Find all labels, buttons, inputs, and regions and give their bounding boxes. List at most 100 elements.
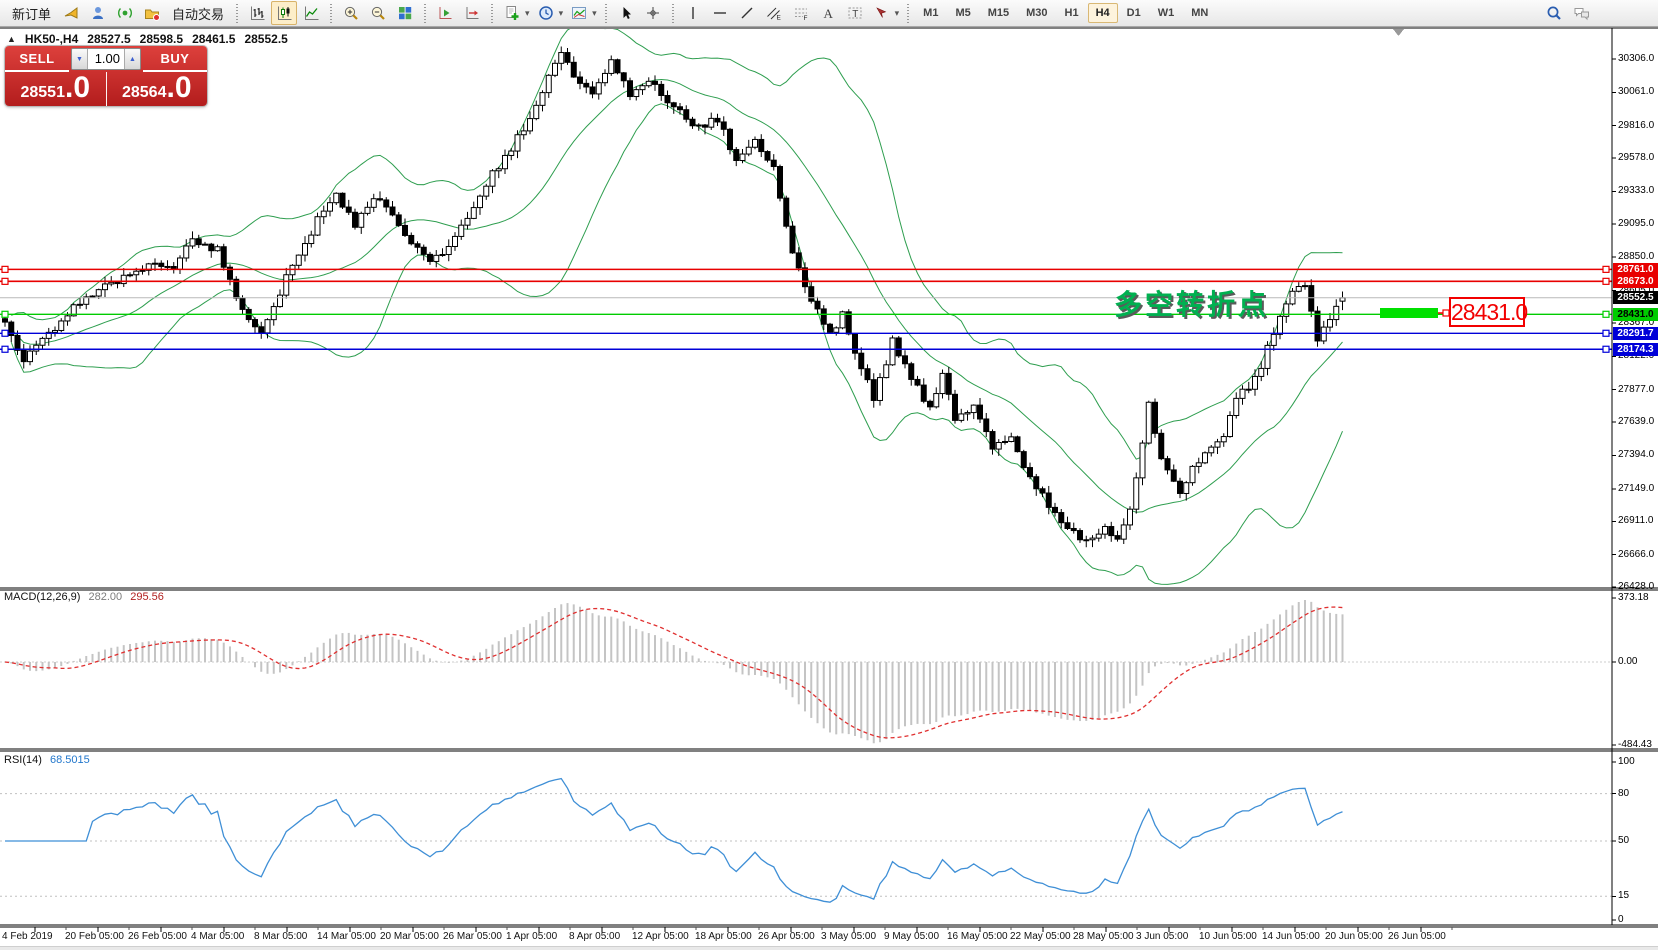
vertical-line-icon[interactable]: [680, 1, 706, 25]
arrows-dropdown-icon[interactable]: ▾: [894, 7, 900, 18]
megaphone-icon[interactable]: [58, 1, 84, 25]
auto-trading-button[interactable]: 自动交易: [172, 6, 225, 22]
annotation-highlight[interactable]: [1380, 308, 1450, 318]
price-tick-label: 26911.0: [1618, 515, 1654, 527]
chart-annotation-text[interactable]: 多空转折点: [1114, 289, 1270, 320]
timeframe-D1[interactable]: D1: [1126, 7, 1141, 19]
auto-scroll-icon[interactable]: [432, 1, 458, 25]
timeframe-MN[interactable]: MN: [1191, 7, 1209, 19]
toolbar-separator: [235, 3, 240, 23]
date-tick-label: 26 Apr 05:00: [758, 931, 815, 942]
timeframe-W1[interactable]: W1: [1157, 7, 1175, 19]
timeframe-M5[interactable]: M5: [955, 7, 971, 19]
date-tick-label: 10 Jun 05:00: [1199, 931, 1257, 942]
level-price-tag: 28291.7: [1613, 326, 1658, 340]
rsi-tick-label: 15: [1618, 890, 1630, 902]
bar-chart-icon[interactable]: [244, 1, 270, 25]
toolbar-separator: [490, 3, 495, 23]
buy-price-pips: .0: [166, 71, 192, 104]
date-ticks: [34, 927, 1453, 932]
candlestick-chart-icon[interactable]: [271, 1, 298, 25]
ohlc-open: 28527.5: [87, 32, 131, 46]
horizontal-line-icon[interactable]: [707, 1, 733, 25]
fibonacci-icon[interactable]: F: [788, 1, 814, 25]
timeframe-M30[interactable]: M30: [1026, 7, 1048, 19]
price-tick-label: 27877.0: [1618, 383, 1655, 395]
rsi-level-lines: [0, 793, 1612, 897]
timeframe-M1[interactable]: M1: [923, 7, 939, 19]
price-tick-label: 30061.0: [1618, 86, 1655, 98]
price-tick-label: 29816.0: [1618, 119, 1655, 131]
timeframe-M15[interactable]: M15: [987, 7, 1010, 19]
sell-price-pips: .0: [64, 71, 91, 104]
price-tick-label: 29333.0: [1618, 185, 1655, 197]
indicators-icon[interactable]: [566, 1, 592, 25]
navigator-icon[interactable]: [85, 1, 111, 25]
arrows-icon[interactable]: [869, 1, 895, 25]
sell-button[interactable]: SELL: [5, 46, 69, 72]
volume-decrease-button[interactable]: ▼: [72, 49, 88, 69]
candles[interactable]: [2, 46, 1346, 548]
cursor-icon[interactable]: [613, 1, 639, 25]
date-tick-label: 4 Mar 05:00: [191, 931, 245, 942]
date-tick-label: 26 Mar 05:00: [443, 931, 502, 942]
rsi-tick-label: 100: [1618, 756, 1635, 767]
tile-windows-icon[interactable]: [392, 1, 418, 25]
date-tick-label: 16 May 05:00: [947, 931, 1008, 942]
svg-text:T: T: [852, 9, 858, 20]
annotation-price-tag[interactable]: 28431.0: [1449, 297, 1528, 327]
timeframe-H1[interactable]: H1: [1064, 7, 1079, 19]
text-icon[interactable]: A: [815, 1, 841, 25]
volume-field[interactable]: 1.00: [94, 51, 120, 66]
date-tick-label: 22 May 05:00: [1010, 931, 1071, 942]
toolbar-separator: [670, 3, 675, 23]
zoom-out-icon[interactable]: [365, 1, 391, 25]
axis-ticks: [1612, 58, 1616, 921]
text-label-icon[interactable]: T: [842, 1, 868, 25]
line-chart-icon[interactable]: [298, 1, 324, 25]
new-chart-icon[interactable]: [499, 1, 525, 25]
price-tick-label: 29095.0: [1618, 217, 1655, 229]
date-tick-label: 8 Apr 05:00: [569, 931, 621, 942]
new-order-button[interactable]: 新订单: [12, 6, 52, 22]
crosshair-icon[interactable]: [640, 1, 666, 25]
date-tick-label: 20 Mar 05:00: [380, 931, 439, 942]
timeframe-H4[interactable]: H4: [1087, 3, 1118, 23]
date-tick-label: 18 Apr 05:00: [695, 931, 752, 942]
price-tick-label: 27394.0: [1618, 449, 1655, 461]
chat-icon[interactable]: [1568, 1, 1594, 25]
channel-icon[interactable]: E: [761, 1, 787, 25]
price-tick-label: 28605.0: [1618, 284, 1655, 296]
date-tick-label: 14 Mar 05:00: [317, 931, 376, 942]
symbol-collapse-icon[interactable]: ▲: [7, 34, 16, 44]
new-chart-dropdown-icon[interactable]: ▾: [525, 7, 530, 18]
one-click-trading-panel: SELL ▼ 1.00 ▲ BUY 28551 .0 28564 .0: [5, 46, 207, 106]
symbol-header: ▲ HK50-,H4 28527.5 28598.5 28461.5 28552…: [7, 32, 288, 46]
trendline-icon[interactable]: [734, 1, 760, 25]
autotrading-icon[interactable]: [139, 1, 165, 25]
window-bottom-edge: [0, 946, 1658, 950]
toolbar-separator: [906, 3, 911, 23]
macd-histogram: [0, 600, 1612, 744]
toolbar-separator: [329, 3, 334, 23]
date-tick-label: 8 Mar 05:00: [254, 931, 308, 942]
zoom-in-icon[interactable]: [338, 1, 364, 25]
periodicity-dropdown-icon[interactable]: ▾: [558, 7, 564, 18]
current-price-tag: 28552.5: [1613, 291, 1658, 305]
signal-icon[interactable]: [112, 1, 138, 25]
chart-shift-icon[interactable]: [459, 1, 485, 25]
pane-borders: [0, 27, 1658, 928]
volume-increase-button[interactable]: ▲: [124, 49, 140, 69]
sell-price[interactable]: 28551 .0: [5, 72, 107, 106]
price-tick-label: 28122.0: [1618, 350, 1655, 362]
indicators-dropdown-icon[interactable]: ▾: [592, 7, 597, 18]
buy-price[interactable]: 28564 .0: [107, 72, 208, 106]
buy-button[interactable]: BUY: [143, 46, 207, 72]
periodicity-icon[interactable]: [533, 1, 559, 25]
date-tick-label: 26 Jun 05:00: [1388, 931, 1446, 942]
rsi-indicator-label: RSI(14) 68.5015: [4, 754, 90, 766]
search-icon[interactable]: [1541, 1, 1567, 25]
horizontal-level-lines[interactable]: [0, 265, 1612, 353]
